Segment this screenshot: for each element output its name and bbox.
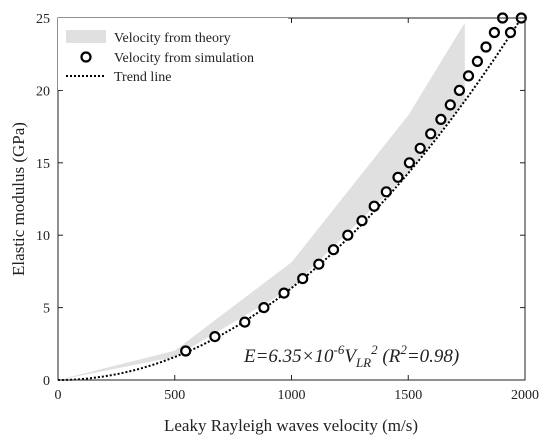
- simulation-point: [435, 113, 447, 126]
- y-tick-label: 10: [36, 229, 50, 244]
- simulation-point: [403, 157, 415, 169]
- legend-label-theory: Velocity from theory: [114, 31, 231, 46]
- simulation-point: [453, 84, 465, 97]
- y-tick-label: 25: [36, 12, 50, 27]
- trend-line: [58, 18, 522, 381]
- equation-square: 2: [371, 342, 378, 357]
- x-tick-label: 0: [55, 388, 62, 403]
- x-tick-label: 1500: [394, 388, 422, 403]
- axis-ticks: 0 500 1000 1500 2000 0 5 10 15 20 25: [36, 12, 539, 403]
- legend-swatch-theory: [66, 30, 106, 43]
- simulation-point: [392, 171, 404, 183]
- trend-equation-annotation: E=6.35×10-6VLR2 (R2=0.98): [243, 342, 459, 370]
- simulation-point: [471, 55, 483, 68]
- y-tick-label: 20: [36, 84, 50, 99]
- x-tick-label: 1000: [278, 388, 306, 403]
- simulation-point: [425, 128, 437, 140]
- simulation-point: [209, 331, 221, 343]
- equation-r2-open: (R: [378, 346, 401, 367]
- simulation-point: [444, 99, 456, 111]
- simulation-point: [462, 70, 475, 82]
- x-tick-label: 2000: [511, 388, 539, 403]
- equation-exponent: -6: [334, 342, 345, 357]
- legend-label-trend: Trend line: [114, 70, 171, 85]
- equation-subscript: LR: [355, 355, 371, 370]
- plot-area: [58, 12, 527, 381]
- simulation-point: [504, 26, 517, 39]
- simulation-point: [239, 316, 251, 328]
- equation-r2-exponent: 2: [400, 342, 407, 357]
- simulation-point: [380, 186, 392, 198]
- simulation-point: [180, 345, 192, 357]
- equation-r2-close: =0.98): [407, 346, 459, 367]
- y-tick-label: 0: [43, 374, 50, 389]
- simulation-point: [480, 41, 492, 53]
- simulation-point: [278, 287, 290, 299]
- simulation-point: [297, 273, 309, 285]
- x-axis-title: Leaky Rayleigh waves velocity (m/s): [164, 416, 418, 435]
- x-tick-label: 500: [164, 388, 185, 403]
- simulation-point: [342, 229, 354, 241]
- simulation-point: [356, 215, 368, 227]
- y-tick-label: 15: [36, 157, 50, 172]
- simulation-point: [488, 26, 500, 39]
- simulation-point: [414, 142, 426, 154]
- legend: Velocity from theory Velocity from simul…: [58, 18, 288, 90]
- simulation-point: [313, 258, 325, 270]
- simulation-point: [327, 244, 340, 256]
- simulation-point: [258, 302, 270, 314]
- y-axis-title: Elastic modulus (GPa): [9, 122, 28, 276]
- legend-marker-simulation: [80, 51, 92, 63]
- simulation-point: [368, 200, 380, 212]
- y-tick-label: 5: [43, 302, 50, 317]
- equation-lead: E=6.35×10: [243, 346, 334, 367]
- legend-label-simulation: Velocity from simulation: [114, 51, 254, 66]
- equation-variable: V: [344, 346, 358, 367]
